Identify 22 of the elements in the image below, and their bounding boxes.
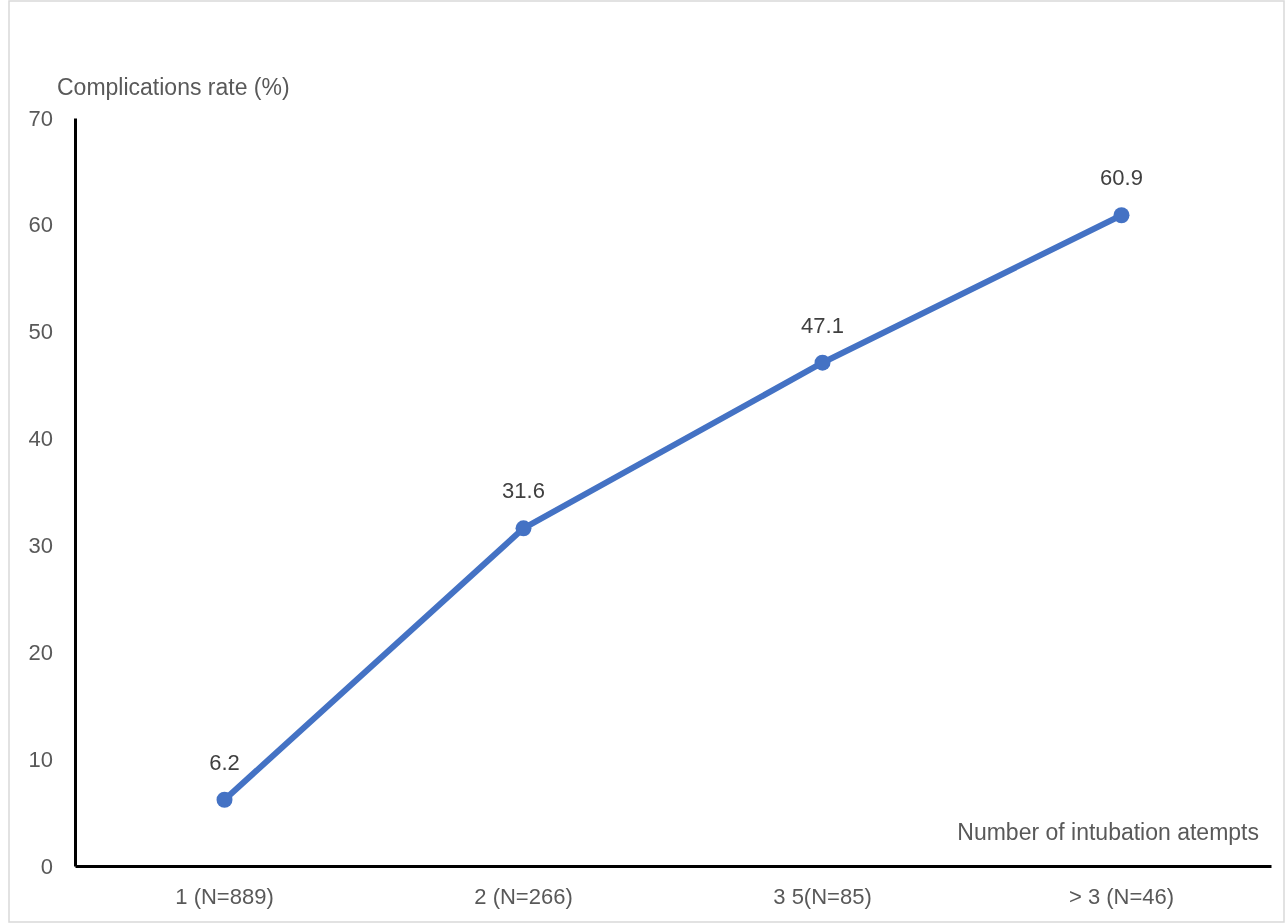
x-tick-label: 2 (N=266): [474, 883, 573, 909]
x-tick-label: > 3 (N=46): [1068, 883, 1175, 909]
y-tick-label: 10: [28, 746, 53, 772]
y-tick-label: 70: [28, 105, 53, 131]
point: [814, 354, 831, 371]
point: [1113, 207, 1130, 224]
y-tick-label: 40: [28, 426, 53, 452]
y-tick-label: 60: [28, 212, 53, 238]
x-tick-label: 1 (N=889): [175, 883, 274, 909]
x-axis-title: Number of intubation atempts: [957, 819, 1259, 845]
y-axis-title: Complications rate (%): [57, 74, 290, 100]
x-tick-label: 3 5(N=85): [773, 883, 872, 909]
y-tick-label: 50: [28, 319, 53, 345]
data-label: 47.1: [801, 312, 844, 338]
data-label: 31.6: [502, 478, 545, 504]
data-label: 6.2: [209, 749, 240, 775]
point: [515, 520, 532, 537]
y-tick-label: 0: [40, 853, 53, 879]
y-tick-label: 30: [28, 532, 53, 558]
y-tick-label: 20: [28, 639, 53, 665]
point: [216, 791, 233, 808]
data-label: 60.9: [1100, 165, 1143, 191]
